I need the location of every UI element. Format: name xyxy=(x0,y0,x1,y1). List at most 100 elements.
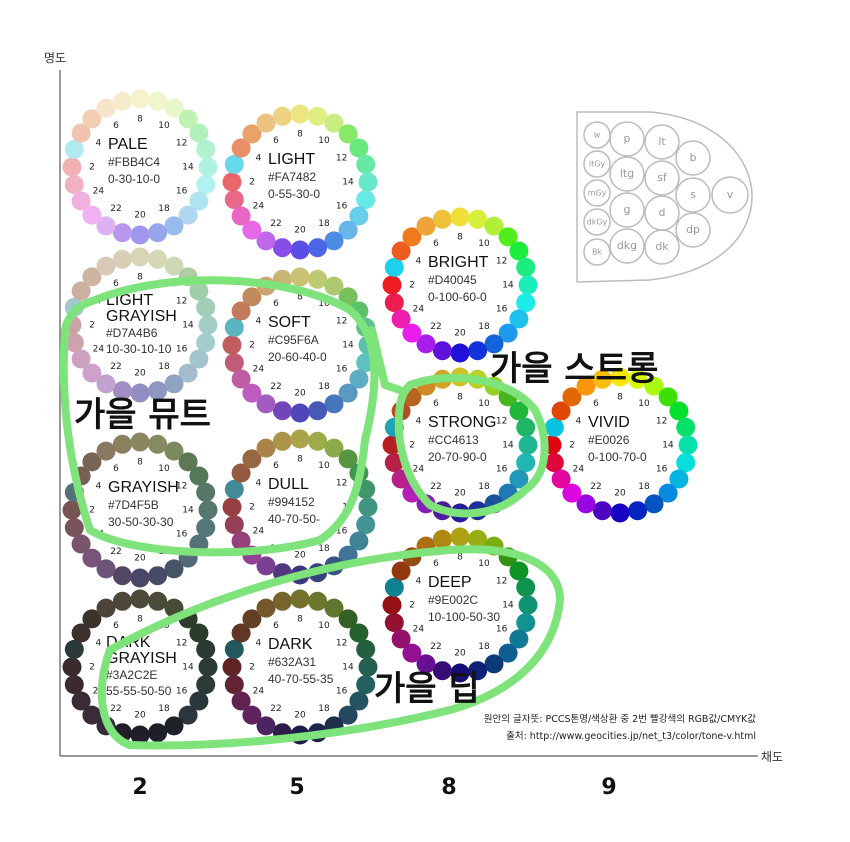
hue-dot xyxy=(382,595,402,615)
tone-legend-item: dk xyxy=(644,229,680,265)
hue-dot xyxy=(644,494,664,514)
hue-number: 2 xyxy=(89,506,95,516)
hue-dot xyxy=(562,387,582,407)
hue-dot xyxy=(498,227,518,247)
hue-dot xyxy=(509,309,529,329)
hue-dot xyxy=(96,256,116,276)
hue-dot xyxy=(338,609,358,629)
tone-name: LIGHT xyxy=(268,151,315,168)
tone-legend-item: d xyxy=(644,195,680,231)
hue-dot xyxy=(272,401,292,421)
hue-number: 12 xyxy=(496,577,507,587)
chroma-tick: 2 xyxy=(132,775,147,800)
hue-dot xyxy=(224,353,244,373)
chroma-tick: 9 xyxy=(601,775,616,800)
hue-dot xyxy=(242,220,262,240)
tone-legend-label: d xyxy=(659,206,666,219)
tone-name: GRAYISH xyxy=(106,308,177,325)
hue-dot xyxy=(130,225,150,245)
strong-outline xyxy=(394,373,549,518)
hue-number: 14 xyxy=(342,341,354,351)
tone-hex: #D7A4B6 xyxy=(106,326,158,340)
hue-number: 24 xyxy=(253,527,265,537)
tone-legend-label: p xyxy=(624,132,631,145)
hue-number: 14 xyxy=(182,321,194,331)
hue-dot xyxy=(82,109,102,129)
tone-legend-label: dkGy xyxy=(587,218,608,227)
hue-dot xyxy=(338,449,358,469)
hue-dot xyxy=(516,257,536,277)
tone-wheel-bright: 24681012141618202224BRIGHT#D400450-100-6… xyxy=(382,207,538,363)
hue-number: 6 xyxy=(273,136,279,146)
hue-number: 6 xyxy=(273,621,279,631)
hue-dot xyxy=(224,154,244,174)
hue-dot xyxy=(678,435,698,455)
hue-dot xyxy=(272,591,292,611)
hue-dot xyxy=(551,401,571,421)
hue-dot xyxy=(164,374,184,394)
hue-dot xyxy=(130,725,150,745)
hue-number: 10 xyxy=(478,399,490,409)
tone-hex: #9E002C xyxy=(428,593,478,607)
hue-number: 22 xyxy=(110,704,121,714)
hue-dot xyxy=(551,469,571,489)
hue-dot xyxy=(308,269,328,289)
tone-legend-item: s xyxy=(675,177,711,213)
hue-number: 4 xyxy=(96,639,102,649)
tone-name: DARK xyxy=(268,636,313,653)
hue-dot xyxy=(231,301,251,321)
hue-dot xyxy=(324,276,344,296)
tone-wheel-strong: 24681012141618202224STRONG#CC461320-70-9… xyxy=(382,367,538,523)
hue-dot xyxy=(272,106,292,126)
tone-legend-label: ltGy xyxy=(589,160,606,169)
hue-number: 22 xyxy=(430,482,441,492)
hue-number: 20 xyxy=(134,369,146,379)
hue-dot xyxy=(198,157,218,177)
hue-dot xyxy=(224,317,244,337)
tone-name: BRIGHT xyxy=(428,254,489,271)
tone-hex: #994152 xyxy=(268,495,315,509)
hue-number: 10 xyxy=(478,559,490,569)
tone-cmyk: 55-55-50-50 xyxy=(106,684,172,698)
hue-number: 10 xyxy=(158,464,170,474)
tone-name: DEEP xyxy=(428,574,472,591)
tone-legend-circle xyxy=(609,156,645,192)
hue-dot xyxy=(384,613,404,633)
hue-number: 2 xyxy=(409,601,415,611)
hue-number: 20 xyxy=(294,711,306,721)
hue-number: 14 xyxy=(502,441,514,451)
hue-dot xyxy=(231,206,251,226)
hue-number: 6 xyxy=(273,299,279,309)
hue-dot xyxy=(356,675,376,695)
hue-number: 20 xyxy=(294,389,306,399)
hue-number: 22 xyxy=(270,219,281,229)
hue-number: 16 xyxy=(656,465,668,475)
hue-dot xyxy=(96,598,116,618)
hue-dot xyxy=(290,429,310,449)
hue-number: 18 xyxy=(158,362,170,372)
tone-wheel-light: 24681012141618202224LIGHT#FA74820-55-30-… xyxy=(222,104,378,260)
hue-number: 22 xyxy=(590,482,601,492)
hue-dot xyxy=(148,249,168,269)
tone-legend-item: ltg xyxy=(609,156,645,192)
hue-dot xyxy=(658,387,678,407)
hue-number: 12 xyxy=(336,317,347,327)
tone-hex: #C95F6A xyxy=(268,333,319,347)
hue-dot xyxy=(272,238,292,258)
hue-dot xyxy=(290,240,310,260)
hue-number: 22 xyxy=(110,547,121,557)
hue-number: 4 xyxy=(256,479,262,489)
hue-number: 16 xyxy=(176,530,188,540)
hue-number: 20 xyxy=(134,711,146,721)
hue-dot xyxy=(509,241,529,261)
hue-dot xyxy=(256,598,276,618)
hue-number: 14 xyxy=(502,601,514,611)
tone-legend-circle xyxy=(644,160,680,196)
hue-dot xyxy=(231,463,251,483)
tone-legend-circle xyxy=(675,212,711,248)
hue-dot xyxy=(224,190,244,210)
hue-number: 6 xyxy=(113,121,119,131)
hue-dot xyxy=(338,705,358,725)
